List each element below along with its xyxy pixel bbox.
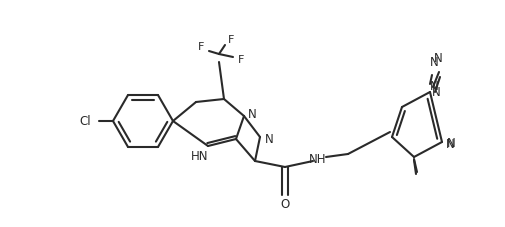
Text: N: N bbox=[430, 55, 438, 68]
Text: F: F bbox=[238, 55, 244, 65]
Text: NH: NH bbox=[309, 153, 327, 166]
Text: N: N bbox=[247, 108, 257, 121]
Text: N: N bbox=[445, 138, 455, 151]
Text: N: N bbox=[446, 137, 456, 150]
Text: O: O bbox=[280, 198, 290, 211]
Text: N: N bbox=[265, 133, 273, 146]
Text: N: N bbox=[430, 79, 438, 92]
Text: Cl: Cl bbox=[79, 115, 91, 128]
Text: F: F bbox=[228, 35, 234, 45]
Text: N: N bbox=[434, 52, 442, 65]
Text: N: N bbox=[432, 85, 440, 98]
Text: F: F bbox=[198, 42, 204, 52]
Text: HN: HN bbox=[191, 150, 209, 163]
